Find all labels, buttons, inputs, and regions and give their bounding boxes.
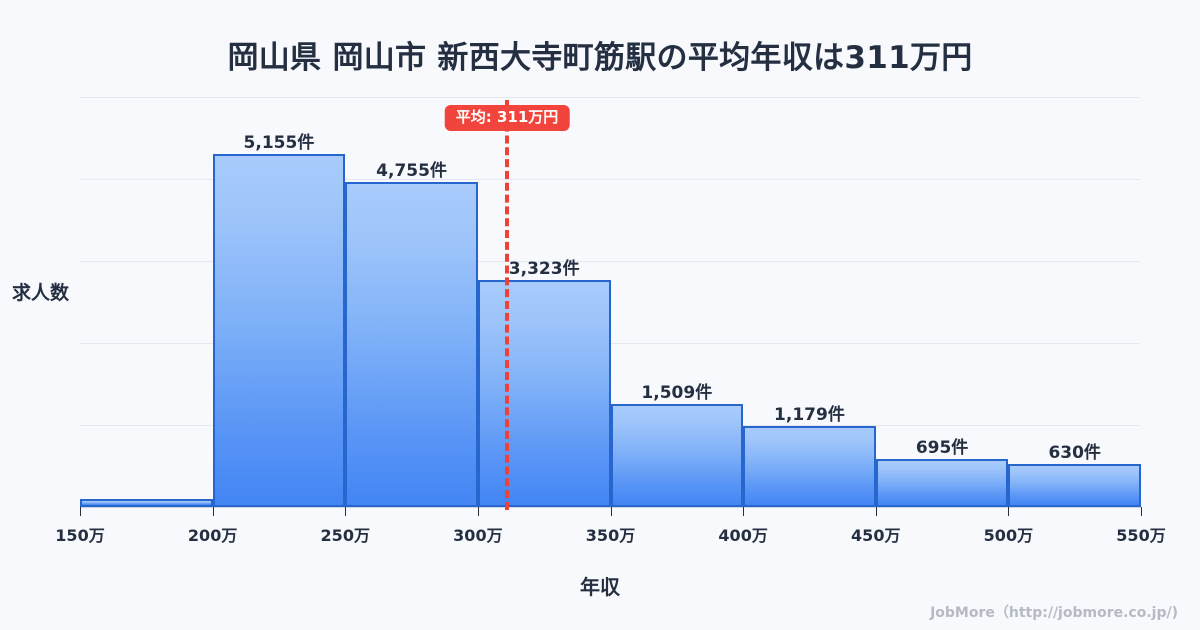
x-axis-tick-label: 250万 [320, 526, 370, 545]
x-axis-tick-label: 350万 [585, 526, 636, 545]
page-title: 岡山県 岡山市 新西大寺町筋駅の平均年収は311万円 [227, 40, 973, 76]
gridline [80, 260, 1140, 262]
x-axis-tick [345, 507, 347, 516]
histogram-bar [477, 279, 611, 507]
x-axis-tick-label: 450万 [851, 526, 901, 545]
x-axis-title: 年収 [580, 575, 620, 599]
x-axis-tick [875, 507, 877, 516]
gridline [80, 96, 1140, 98]
x-axis-tick-label: 500万 [983, 526, 1034, 545]
x-axis-tick [610, 507, 612, 516]
histogram-bar [212, 154, 346, 507]
histogram-bar [345, 181, 478, 507]
x-axis-tick-label: 550万 [1116, 526, 1166, 545]
x-axis-tick [80, 507, 81, 516]
x-axis-tick [477, 507, 479, 516]
histogram-bar [743, 426, 876, 507]
footer-credit: JobMore（http://jobmore.co.jp/) [930, 605, 1178, 621]
average-income-badge: 平均: 311万円 [444, 105, 570, 131]
histogram-bar [610, 403, 744, 507]
bar-value-label: 1,179件 [774, 405, 845, 426]
bar-value-label: 630件 [1048, 442, 1101, 463]
bar-value-label: 5,155件 [243, 133, 315, 154]
x-axis-tick-label: 150万 [55, 526, 105, 545]
x-axis-tick-label: 300万 [453, 526, 503, 545]
histogram-bar [80, 498, 213, 507]
x-axis-tick-label: 200万 [187, 526, 238, 545]
x-axis-tick [212, 507, 214, 516]
histogram-bar [1008, 463, 1141, 507]
x-axis-tick [1008, 507, 1010, 516]
gridline [80, 178, 1140, 180]
histogram-bar [875, 459, 1009, 507]
x-axis-tick [743, 507, 745, 516]
x-axis-tick [1141, 507, 1142, 516]
average-income-line [505, 100, 510, 510]
bar-value-label: 4,755件 [376, 160, 447, 181]
x-axis-tick-label: 400万 [718, 526, 768, 545]
bar-value-label: 695件 [915, 438, 969, 459]
y-axis-title: 求人数 [12, 282, 70, 304]
bar-value-label: 3,323件 [508, 258, 580, 279]
bar-value-label: 1,509件 [641, 382, 713, 403]
